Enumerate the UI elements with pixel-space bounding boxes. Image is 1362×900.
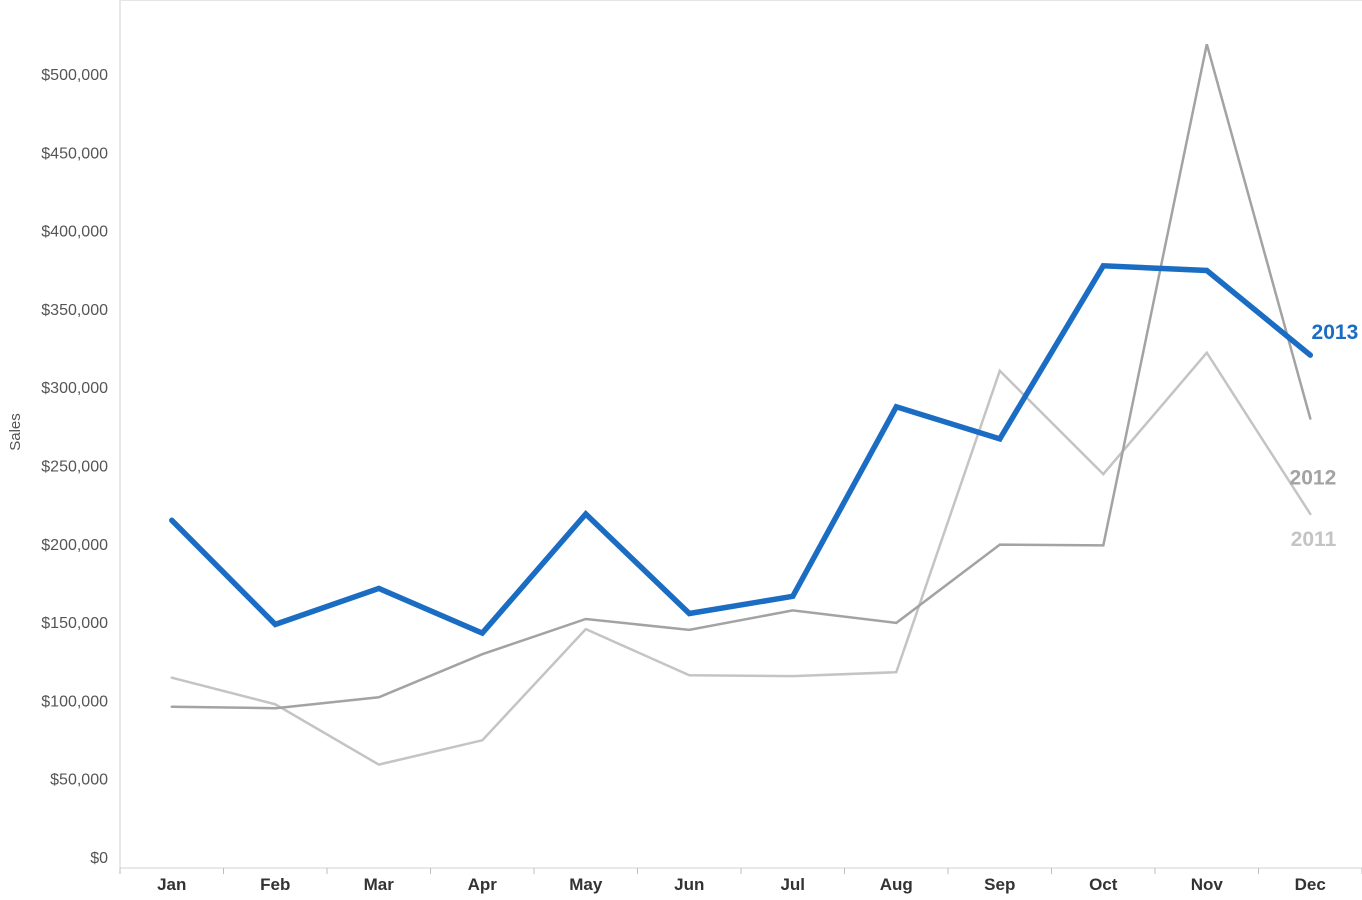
x-tick-label: Jun (674, 875, 704, 894)
series-line-2013 (169, 262, 1314, 637)
y-tick-label: $200,000 (41, 537, 108, 554)
x-tick-label: May (569, 875, 603, 894)
x-ticks: Jan Feb Mar Apr May Jun Jul Aug Sep Oct Nov Dec (119, 868, 1362, 894)
x-tick-label: Dec (1295, 875, 1326, 894)
series-label-2013: 2013 (1312, 321, 1359, 344)
x-tick-label: Sep (984, 875, 1015, 894)
x-tick-label: Aug (880, 875, 913, 894)
y-tick-label: $450,000 (41, 145, 108, 162)
x-tick-label: Jan (157, 875, 186, 894)
x-tick-label: Nov (1191, 875, 1224, 894)
y-tick-label: $350,000 (41, 302, 108, 319)
series-lines (169, 43, 1314, 766)
x-tick-label: Mar (364, 875, 395, 894)
y-tick-label: $0 (90, 850, 108, 867)
y-tick-label: $100,000 (41, 693, 108, 710)
y-tick-label: $250,000 (41, 459, 108, 476)
y-tick-label: $300,000 (41, 380, 108, 397)
series-line-2011 (170, 350, 1312, 766)
y-tick-label: $500,000 (41, 67, 108, 84)
series-line-2012 (170, 43, 1312, 710)
y-axis-title: Sales (7, 413, 24, 451)
x-tick-label: Jul (780, 875, 805, 894)
x-tick-label: Feb (260, 875, 290, 894)
y-tick-label: $150,000 (41, 615, 108, 632)
y-ticks: $0 $50,000 $100,000 $150,000 $200,000 $250,00… (41, 67, 108, 867)
x-tick-label: Oct (1089, 875, 1118, 894)
x-tick-label: Apr (468, 875, 498, 894)
series-label-2011: 2011 (1291, 528, 1337, 551)
series-label-2012: 2012 (1290, 467, 1337, 490)
y-tick-label: $50,000 (50, 772, 108, 789)
series-labels: 2011 2012 2013 (1290, 321, 1359, 551)
y-tick-label: $400,000 (41, 224, 108, 241)
